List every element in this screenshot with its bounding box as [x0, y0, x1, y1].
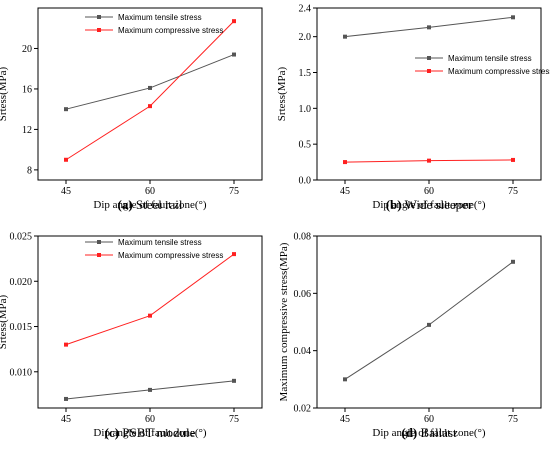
data-point: [511, 15, 515, 20]
y-tick-label: 0.04: [294, 346, 312, 357]
caption-text: Ballast: [417, 425, 457, 440]
y-tick-label: 0.06: [294, 289, 312, 300]
panel-caption: (d) Ballast: [401, 425, 457, 440]
y-tick-label: 16: [22, 84, 32, 95]
caption-text: PSBT module: [119, 425, 196, 440]
x-axis-label: Dip angle of fault zone(°): [93, 199, 206, 211]
series-line-1: [65, 54, 235, 110]
x-tick-label: 45: [340, 186, 350, 197]
data-point: [511, 259, 515, 264]
data-point: [343, 34, 347, 39]
legend-entry: Maximum compressive stress: [118, 251, 223, 260]
legend-entry: Maximum compressive stress: [118, 26, 223, 35]
data-point: [343, 160, 347, 165]
x-axis-label: Dip angle of fault zone(°): [372, 199, 485, 211]
y-tick-label: 1.5: [299, 68, 312, 79]
panel-caption: (b) Wide sleeper: [386, 197, 473, 212]
x-axis-label: Dip angle of fault zone(°): [93, 427, 206, 439]
x-tick-label: 45: [340, 414, 350, 425]
panel-caption: (a) Steel rail: [118, 197, 183, 212]
legend-entry: Maximum compressive stress: [448, 67, 550, 76]
x-tick-label: 75: [508, 414, 518, 425]
y-tick-label: 2.0: [299, 32, 312, 43]
x-axis-label: Dip angle of fault zone(°): [372, 427, 485, 439]
plot-frame: [316, 235, 542, 409]
caption-text: Wide sleeper: [402, 197, 473, 212]
data-point: [232, 19, 236, 24]
y-tick-label: 12: [22, 125, 32, 136]
series-line-2: [65, 20, 235, 161]
data-point: [232, 252, 236, 257]
data-point: [232, 52, 236, 57]
x-tick-label: 60: [145, 186, 155, 197]
y-tick-label: 2.4: [299, 4, 312, 15]
y-tick-label: 0.025: [10, 232, 33, 243]
y-axis-label: Srtess(MPa): [0, 294, 9, 349]
y-tick-label: 8: [27, 165, 32, 176]
y-axis-label: Srtess(MPa): [0, 66, 9, 121]
x-tick-label: 60: [145, 414, 155, 425]
x-tick-label: 75: [229, 186, 239, 197]
data-point: [511, 157, 515, 162]
legend-entry: Maximum tensile stress: [118, 13, 202, 22]
x-tick-label: 75: [508, 186, 518, 197]
series-line-1: [344, 261, 514, 380]
chart-panel-c: 45 60 75 0.010 0.015 0.020 0.025 Dip angle of f…: [0, 232, 263, 440]
data-point: [427, 322, 431, 327]
y-tick-label: 1.0: [299, 104, 312, 115]
data-point: [64, 342, 68, 347]
y-tick-label: 0.08: [294, 232, 312, 243]
y-tick-label: 0.020: [10, 277, 33, 288]
legend: Maximum tensile stress Maximum compressiv…: [85, 238, 223, 260]
panel-caption: (c) PSBT module: [105, 425, 196, 440]
plot-frame: [37, 235, 263, 409]
data-point: [64, 157, 68, 162]
data-point: [427, 25, 431, 30]
x-tick-label: 45: [61, 186, 71, 197]
caption-text: Steel rail: [133, 197, 183, 212]
chart-panel-d: 45 60 75 0.02 0.04 0.06 0.08 Dip angle of fault…: [278, 232, 542, 440]
y-tick-label: 0.015: [10, 322, 33, 333]
data-point: [148, 387, 152, 392]
plot-frame: [316, 7, 542, 181]
legend-swatch-marker: [427, 69, 431, 73]
y-axis-label: Maximum compressive stress(MPa): [278, 242, 290, 401]
data-point: [148, 85, 152, 90]
x-tick-label: 45: [61, 414, 71, 425]
x-tick-label: 60: [424, 414, 434, 425]
y-tick-label: 0.5: [299, 140, 312, 151]
x-tick-label: 60: [424, 186, 434, 197]
y-tick-label: 0.0: [299, 176, 312, 187]
legend-swatch-marker: [97, 240, 101, 244]
legend: Maximum tensile stress Maximum compressiv…: [85, 13, 223, 35]
data-point: [427, 158, 431, 163]
legend-swatch-marker: [97, 253, 101, 257]
caption-letter: (a): [118, 197, 133, 212]
y-tick-label: 0.02: [294, 404, 312, 415]
legend-swatch-marker: [97, 15, 101, 19]
y-tick-label: 0.010: [10, 367, 33, 378]
caption-letter: (d): [401, 425, 417, 440]
x-tick-label: 75: [229, 414, 239, 425]
data-point: [148, 104, 152, 109]
legend-swatch-marker: [427, 56, 431, 60]
legend-entry: Maximum tensile stress: [118, 238, 202, 247]
data-point: [64, 107, 68, 112]
legend: Maximum tensile stress Maximum compressiv…: [415, 54, 550, 76]
data-point: [148, 313, 152, 318]
data-point: [64, 396, 68, 401]
legend-swatch-marker: [97, 28, 101, 32]
chart-panel-b: 45 60 75 0.0 0.5 1.0 1.5 2.0 2.4 Dip angle of fau…: [276, 4, 550, 213]
y-axis-label: Srtess(MPa): [276, 66, 288, 121]
legend-entry: Maximum tensile stress: [448, 54, 532, 63]
data-point: [232, 378, 236, 383]
caption-letter: (b): [386, 197, 402, 212]
y-tick-label: 20: [22, 44, 32, 55]
data-point: [343, 377, 347, 382]
caption-letter: (c): [105, 425, 119, 440]
series-line-2: [65, 253, 235, 346]
